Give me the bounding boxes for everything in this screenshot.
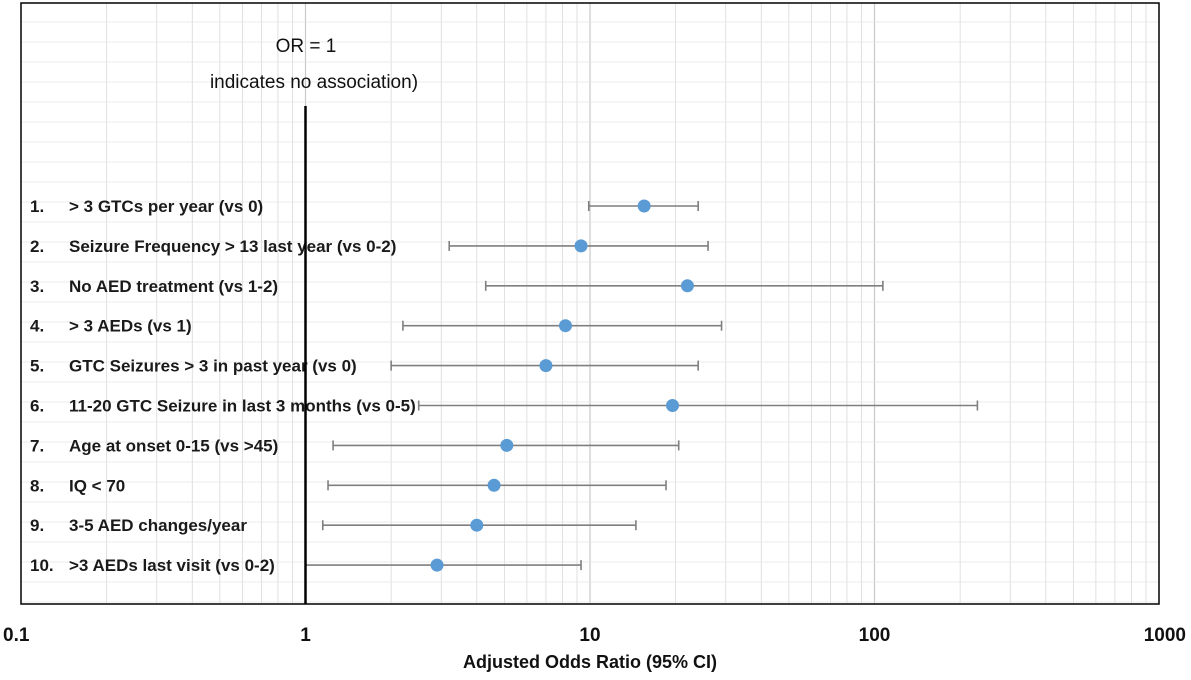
x-tick-label: 1	[300, 625, 311, 646]
gridlines	[21, 3, 1159, 604]
row-number: 3.	[30, 277, 44, 296]
x-axis-ticks: 0.1 1 10 100 1000	[3, 625, 1186, 646]
row-label: 3-5 AED changes/year	[69, 516, 247, 535]
forest-row: 8. IQ < 70	[30, 476, 667, 495]
odds-ratio-point	[430, 558, 444, 572]
row-label: No AED treatment (vs 1-2)	[69, 277, 278, 296]
odds-ratio-point	[666, 399, 680, 412]
row-label: Seizure Frequency > 13 last year (vs 0-2…	[69, 237, 396, 256]
reference-note-line2: indicates no association)	[210, 72, 418, 93]
row-label: 11-20 GTC Seizure in last 3 months (vs 0…	[69, 397, 416, 416]
forest-row: 3. No AED treatment (vs 1-2)	[30, 277, 884, 296]
x-tick-label: 0.1	[3, 625, 30, 646]
forest-row: 4. > 3 AEDs (vs 1)	[30, 317, 723, 336]
odds-ratio-point	[680, 279, 694, 293]
row-label: >3 AEDs last visit (vs 0-2)	[69, 556, 275, 575]
row-number: 6.	[30, 397, 44, 416]
x-tick-label: 10	[579, 625, 600, 646]
row-number: 9.	[30, 516, 44, 535]
forest-row: 9. 3-5 AED changes/year	[30, 516, 637, 535]
x-tick-label: 100	[859, 625, 891, 646]
forest-rows: 1. > 3 GTCs per year (vs 0) 2. Seizure Freq…	[30, 197, 979, 575]
odds-ratio-point	[637, 199, 651, 213]
forest-row: 7. Age at onset 0-15 (vs >45)	[30, 436, 680, 455]
forest-row: 2. Seizure Frequency > 13 last year (vs 0…	[30, 237, 709, 256]
row-label: Age at onset 0-15 (vs >45)	[69, 436, 278, 455]
row-number: 2.	[30, 237, 44, 256]
row-number: 5.	[30, 357, 44, 376]
plot-frame	[20, 2, 1160, 605]
reference-note-line1: OR = 1	[276, 36, 337, 57]
odds-ratio-point	[500, 438, 514, 452]
forest-row: 6. 11-20 GTC Seizure in last 3 months (vs…	[30, 397, 979, 416]
odds-ratio-point	[574, 239, 588, 253]
row-label: IQ < 70	[69, 476, 125, 495]
row-number: 10.	[30, 556, 54, 575]
odds-ratio-point	[558, 319, 572, 333]
row-label: GTC Seizures > 3 in past year (vs 0)	[69, 357, 357, 376]
forest-row: 1. > 3 GTCs per year (vs 0)	[30, 197, 699, 216]
row-label: > 3 GTCs per year (vs 0)	[69, 197, 263, 216]
row-number: 7.	[30, 436, 44, 455]
row-number: 8.	[30, 476, 44, 495]
x-tick-label: 1000	[1144, 625, 1186, 646]
odds-ratio-point	[470, 518, 484, 532]
forest-row: 5. GTC Seizures > 3 in past year (vs 0)	[30, 357, 699, 376]
odds-ratio-point	[487, 478, 501, 492]
row-number: 4.	[30, 317, 44, 336]
row-number: 1.	[30, 197, 44, 216]
row-label: > 3 AEDs (vs 1)	[69, 317, 192, 336]
odds-ratio-point	[539, 359, 553, 373]
x-axis-label: Adjusted Odds Ratio (95% CI)	[463, 652, 717, 672]
